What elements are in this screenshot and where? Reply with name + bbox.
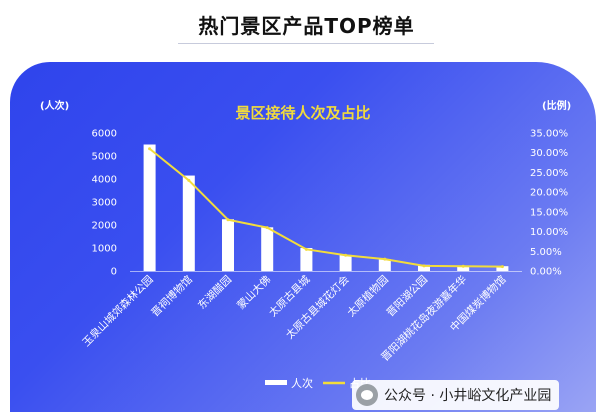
y2-tick-label: 20.00% [530,188,568,199]
line-point [461,264,465,268]
x-tick-label: 太原植物园 [345,273,391,319]
y-tick-label: 5000 [92,152,117,163]
line-point [304,247,308,251]
x-tick-label: 晋祠博物馆 [149,273,195,319]
y-tick-label: 3000 [92,198,117,209]
legend-bar-swatch [265,380,287,385]
wechat-icon [356,384,378,406]
chart-card: 景区接待人次及占比 (人次) (比例) 0 1000 2000 3000 4000 5000 60… [10,62,596,412]
y-tick-label: 0 [111,267,117,278]
line-point [500,265,504,269]
bar [182,175,195,271]
y2-axis-label: (比例) [542,99,571,112]
y2-tick-label: 10.00% [530,227,568,238]
bar [222,219,234,271]
footer-text: 公众号 · 小井峪文化产业园 [384,388,552,404]
y-tick-label: 1000 [92,244,117,255]
x-tick-label: 玉泉山城郊森林公园 [80,273,156,349]
line-point [383,257,387,261]
y-tick-label: 6000 [92,129,117,140]
y-tick-label: 2000 [92,221,117,232]
y2-tick-label: 25.00% [530,168,568,179]
share-line [148,147,503,268]
bar [300,248,313,271]
chart: 景区接待人次及占比 (人次) (比例) 0 1000 2000 3000 4000 5000 60… [40,99,571,390]
line-point [187,178,191,182]
bar [378,259,391,271]
line-point [344,253,348,257]
bar [261,227,274,271]
title-divider [178,43,434,44]
y2-tick-label: 15.00% [530,207,568,218]
legend-label: 人次 [291,376,313,390]
y2-tick-label: 35.00% [530,129,568,140]
x-tick-label: 东湖醋园 [195,273,234,312]
bar [496,266,509,271]
y2-tick-label: 0.00% [530,267,562,278]
y2-tick-label: 5.00% [530,247,562,258]
line-point [226,218,230,222]
y2-tick-label: 30.00% [530,148,568,159]
page-title: 热门景区产品TOP榜单 [198,14,415,38]
footer-watermark: 公众号 · 小井峪文化产业园 [352,380,560,410]
y-tick-label: 4000 [92,175,117,186]
bar [418,264,430,271]
bar [457,265,470,271]
bar [339,254,352,271]
line-point [265,226,269,230]
line-point [422,264,426,268]
chart-title: 景区接待人次及占比 [235,104,370,122]
bar [143,144,156,271]
x-tick-label: 蒙山大佛 [234,273,273,312]
y-axis-label: (人次) [40,99,69,112]
line-point [148,147,152,151]
